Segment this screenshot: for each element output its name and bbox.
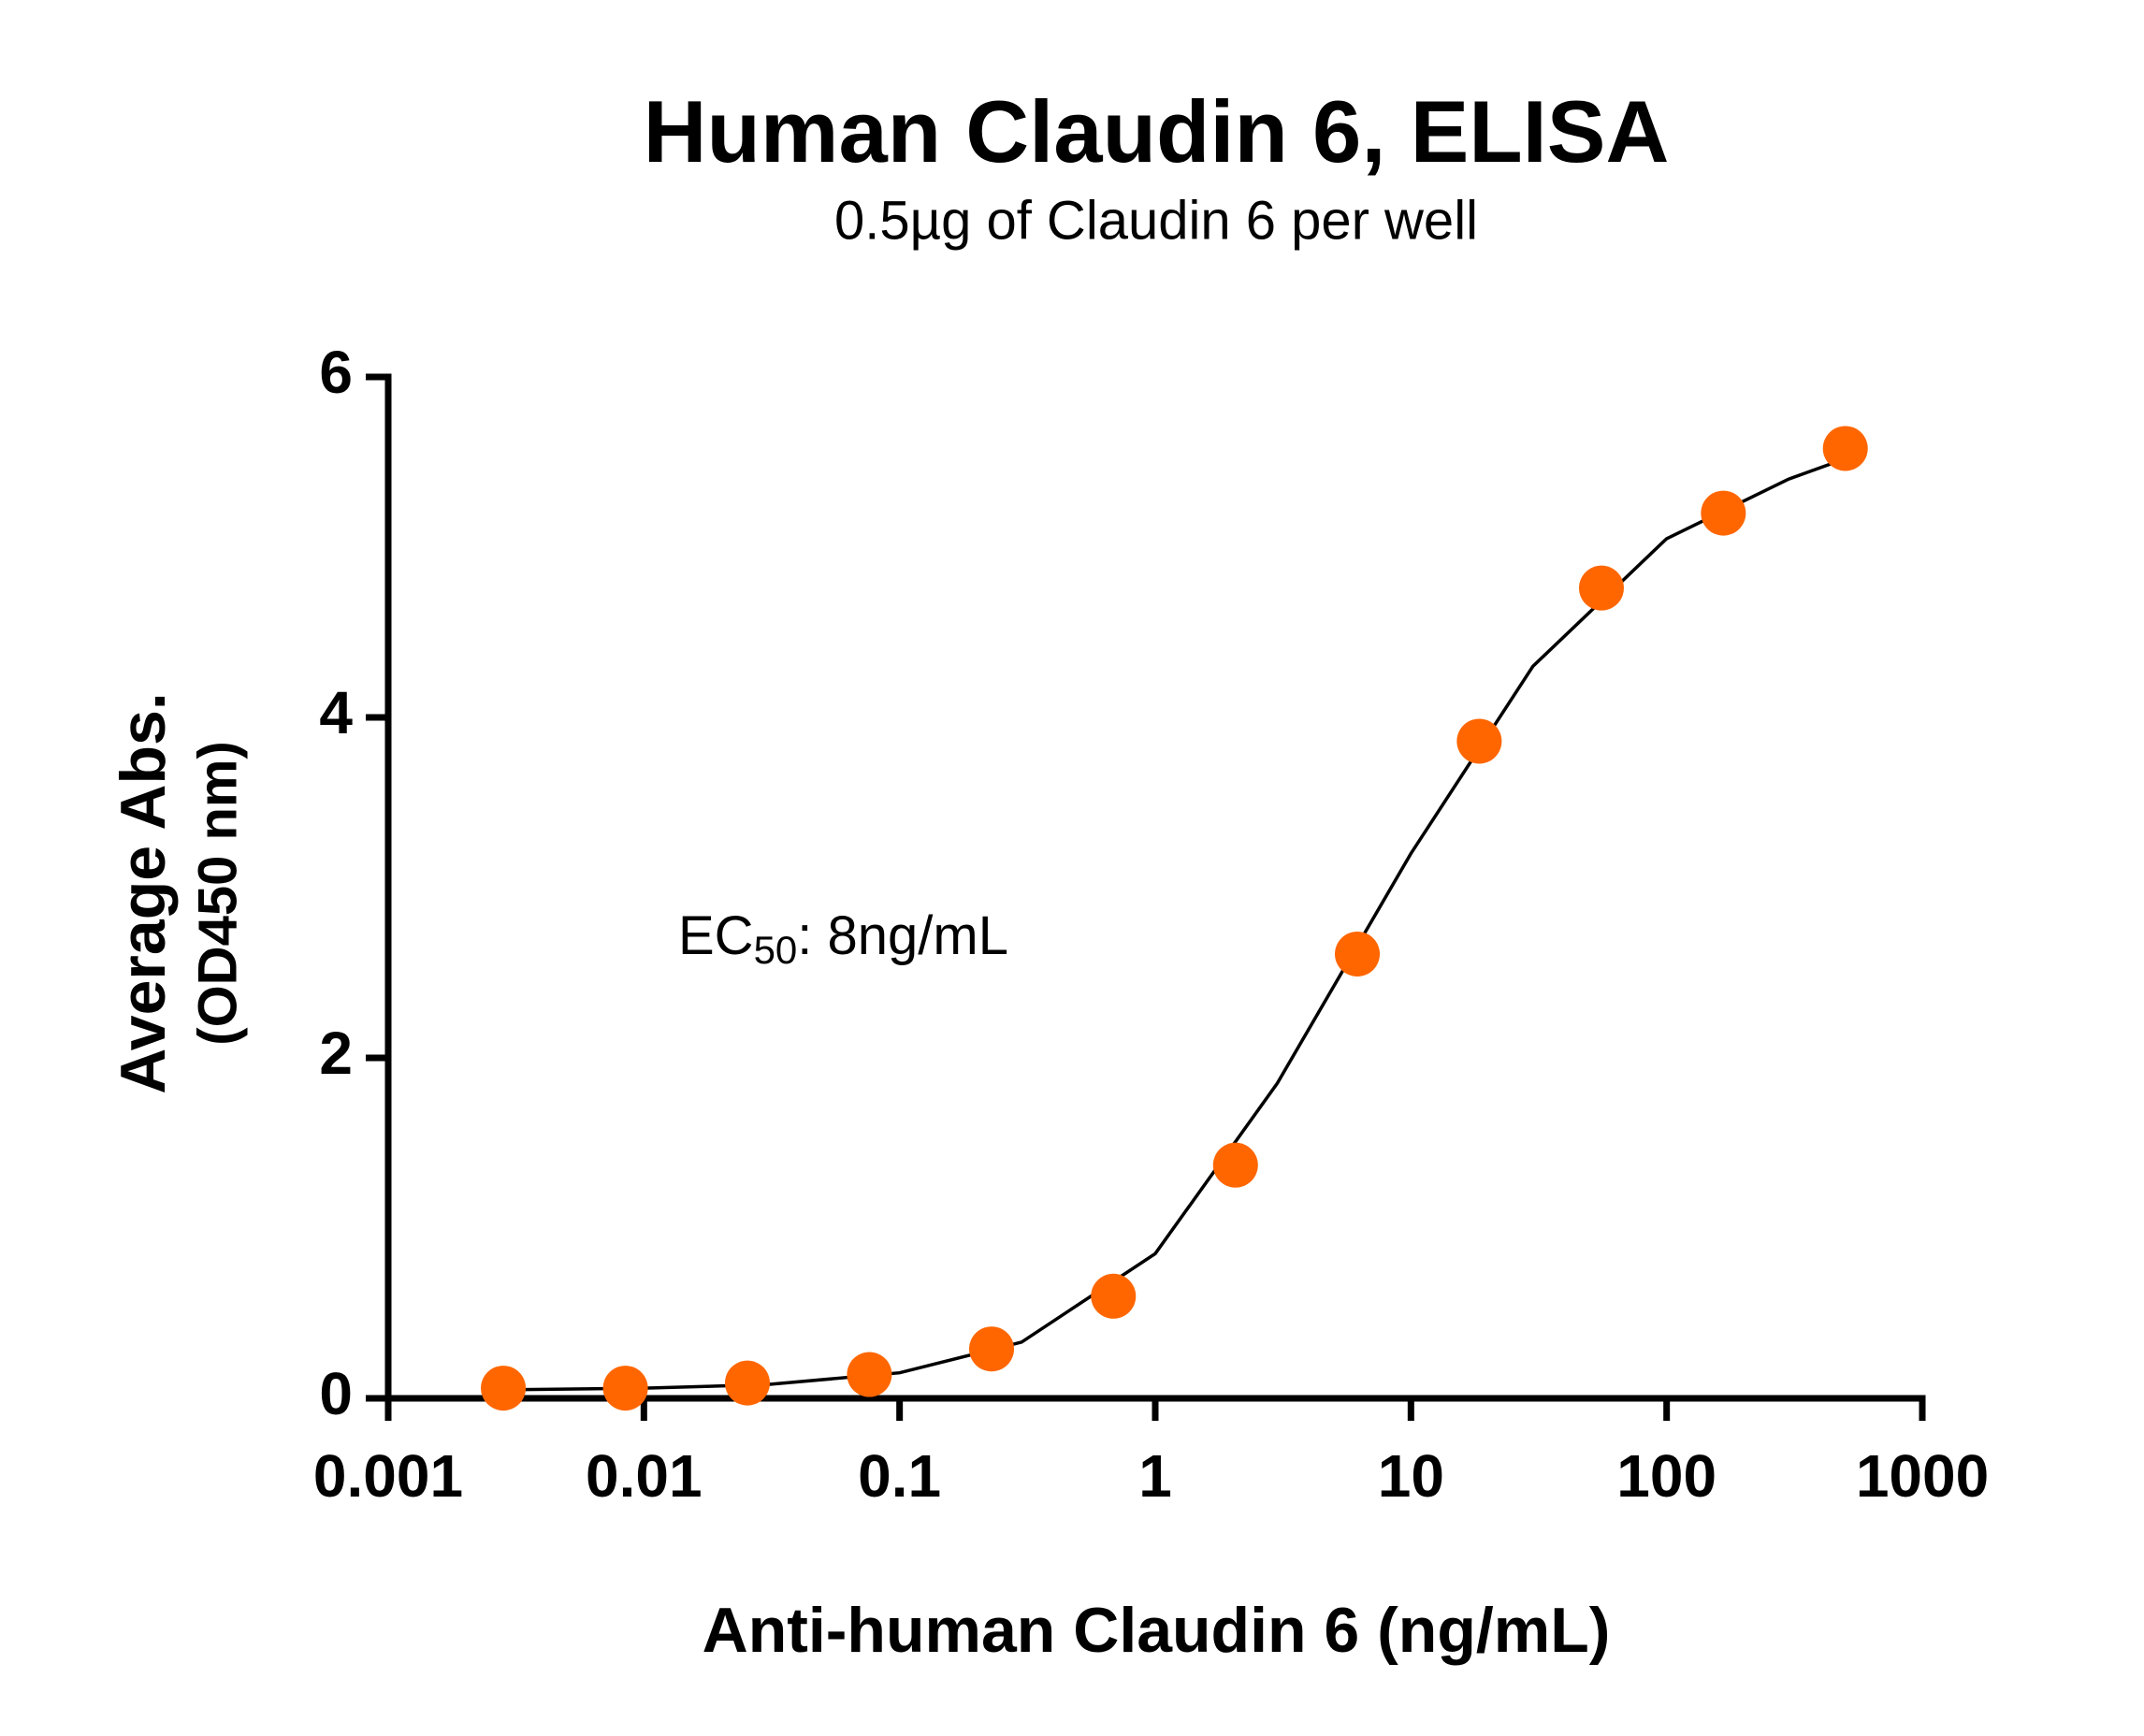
data-point xyxy=(847,1352,892,1397)
data-point xyxy=(1091,1273,1137,1319)
y-tick-label: 4 xyxy=(319,679,353,746)
data-point xyxy=(969,1326,1015,1372)
data-point xyxy=(602,1366,648,1411)
data-point xyxy=(1701,490,1746,536)
data-point xyxy=(1456,718,1502,764)
annotation: EC50: 8ng/mL xyxy=(678,905,1008,972)
annotation-rest: : 8ng/mL xyxy=(797,905,1008,966)
y-tick-label: 0 xyxy=(319,1360,353,1427)
data-point xyxy=(481,1366,527,1411)
annotation-sub: 50 xyxy=(754,928,798,972)
chart-subtitle: 0.5µg of Claudin 6 per well xyxy=(834,190,1478,251)
y-axis-subtitle: (OD450 nm) xyxy=(187,741,248,1046)
x-tick-label: 100 xyxy=(1616,1442,1717,1510)
data-point xyxy=(1212,1142,1258,1188)
data-point xyxy=(724,1360,770,1406)
x-tick-label: 0.1 xyxy=(858,1442,941,1510)
y-axis-title: Average Abs. xyxy=(108,692,179,1094)
x-tick-label: 0.01 xyxy=(586,1442,703,1510)
y-tick-label: 6 xyxy=(319,339,353,406)
data-point xyxy=(1578,565,1624,611)
x-tick-label: 1 xyxy=(1138,1442,1172,1510)
x-tick-label: 0.001 xyxy=(313,1442,463,1510)
y-tick-label: 2 xyxy=(319,1020,353,1087)
x-tick-label: 10 xyxy=(1378,1442,1444,1510)
data-point xyxy=(1335,931,1381,976)
x-axis-title: Anti-human Claudin 6 (ng/mL) xyxy=(703,1595,1611,1666)
annotation-text: EC xyxy=(678,905,754,966)
data-point xyxy=(1822,426,1868,471)
x-tick-label: 1000 xyxy=(1856,1442,1989,1510)
chart-title: Human Claudin 6, ELISA xyxy=(644,82,1670,181)
